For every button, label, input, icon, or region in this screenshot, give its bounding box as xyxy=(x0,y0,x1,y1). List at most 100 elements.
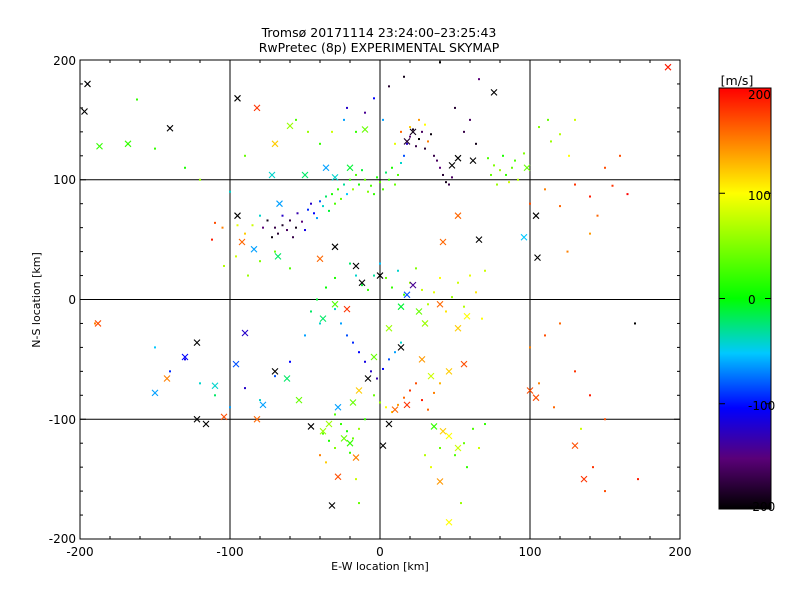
data-point-dot xyxy=(508,181,510,184)
data-point-cross xyxy=(454,154,462,162)
data-point-dot xyxy=(271,236,273,239)
data-point-dot xyxy=(286,229,288,232)
data-point-dot xyxy=(439,166,441,169)
data-point-dot xyxy=(538,382,540,385)
data-point-dot xyxy=(409,389,411,392)
data-point-dot xyxy=(451,296,453,299)
data-point-dot xyxy=(604,418,606,421)
data-point-dot xyxy=(236,224,239,227)
data-point-dot xyxy=(544,334,546,337)
data-point-dot xyxy=(626,193,629,196)
data-point-cross xyxy=(445,432,453,440)
data-point-cross xyxy=(232,360,240,368)
data-point-dot xyxy=(397,173,399,176)
data-point-dot xyxy=(346,334,348,337)
data-point-cross xyxy=(445,518,453,526)
data-point-dot xyxy=(331,193,333,196)
data-point-dot xyxy=(223,264,225,267)
data-point-dot xyxy=(319,142,321,145)
data-point-dot xyxy=(604,166,606,169)
data-point-dot xyxy=(424,147,426,150)
data-point-dot xyxy=(574,183,576,186)
data-point-dot xyxy=(373,193,375,196)
data-point-dot xyxy=(94,322,96,325)
data-point-dot xyxy=(349,451,351,454)
data-point-cross xyxy=(532,394,540,402)
data-point-dot xyxy=(457,281,459,284)
data-point-cross xyxy=(436,300,444,308)
data-point-dot xyxy=(364,111,366,114)
y-tick-label: -100 xyxy=(49,413,76,427)
colorbar-ticks xyxy=(719,87,771,510)
data-point-cross xyxy=(520,233,528,241)
data-point-dot xyxy=(295,226,297,229)
data-point-dot xyxy=(412,128,414,131)
data-point-dot xyxy=(247,274,249,277)
data-point-dot xyxy=(442,173,444,176)
data-point-dot xyxy=(493,164,495,167)
data-point-dot xyxy=(262,226,264,229)
data-point-dot xyxy=(596,214,599,217)
data-point-dot xyxy=(409,135,411,138)
data-point-dot xyxy=(154,346,156,349)
data-point-cross xyxy=(460,360,468,368)
data-point-dot xyxy=(358,502,360,505)
data-point-dot xyxy=(619,154,621,157)
data-point-dot xyxy=(484,269,486,272)
data-point-dot xyxy=(454,454,456,457)
data-point-dot xyxy=(394,142,396,145)
data-point-dot xyxy=(373,394,375,397)
data-point-cross xyxy=(331,243,339,251)
data-point-cross xyxy=(469,157,477,164)
data-point-cross xyxy=(253,104,261,112)
data-point-dot xyxy=(214,221,216,224)
data-point-cross xyxy=(475,236,483,244)
data-point-cross xyxy=(580,475,588,483)
data-point-dot xyxy=(559,205,561,208)
data-point-cross xyxy=(385,420,393,428)
data-point-dot xyxy=(304,229,306,232)
data-point-cross xyxy=(346,164,354,172)
colorbar-unit-label: [m/s] xyxy=(721,73,754,88)
data-point-dot xyxy=(358,427,360,430)
data-point-dot xyxy=(475,142,477,145)
data-point-dot xyxy=(451,176,453,179)
data-point-dot xyxy=(274,226,276,229)
data-point-dot xyxy=(319,322,321,325)
data-point-dot xyxy=(355,130,357,133)
data-point-cross xyxy=(238,238,246,246)
data-point-dot xyxy=(379,401,381,404)
data-point-dot xyxy=(382,188,384,191)
data-point-dot xyxy=(274,250,276,253)
data-point-dot xyxy=(322,205,324,208)
data-point-dot xyxy=(466,466,468,469)
data-point-dot xyxy=(364,178,366,181)
data-point-dot xyxy=(349,262,351,265)
data-point-dot xyxy=(400,130,402,133)
data-point-dot xyxy=(382,367,384,370)
data-point-cross xyxy=(259,401,267,409)
data-point-dot xyxy=(502,154,504,157)
data-point-cross xyxy=(331,173,339,181)
data-point-dot xyxy=(589,195,591,198)
data-point-dot xyxy=(430,133,432,136)
data-point-dot xyxy=(427,140,429,143)
data-point-dot xyxy=(415,382,417,385)
data-point-dot xyxy=(346,430,348,433)
colorbar-tick-label: 200 xyxy=(748,88,771,102)
data-point-dot xyxy=(436,159,438,162)
colorbar-tick-label: 100 xyxy=(748,189,771,203)
chart-title: Tromsø 20171114 23:24:00–23:25:43 xyxy=(261,25,497,40)
data-point-cross xyxy=(193,339,201,346)
data-point-cross xyxy=(454,212,462,220)
data-point-dot xyxy=(304,334,306,337)
data-point-dot xyxy=(439,446,441,449)
data-point-dot xyxy=(421,288,423,291)
data-point-dot xyxy=(364,418,366,421)
colorbar-tick-label: -100 xyxy=(748,399,775,413)
data-point-dot xyxy=(373,97,375,100)
data-point-dot xyxy=(184,166,186,169)
data-point-cross xyxy=(334,473,342,481)
data-point-dot xyxy=(448,183,450,186)
data-point-cross xyxy=(439,238,447,246)
